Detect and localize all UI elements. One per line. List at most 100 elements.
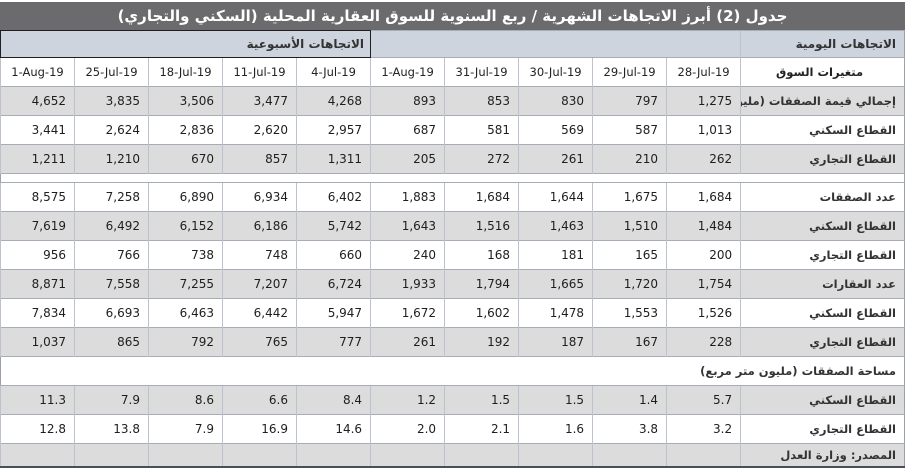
value-cell — [222, 443, 297, 467]
date-header-cell: 25-Jul-19 — [74, 57, 149, 87]
value-cell: 200 — [666, 240, 741, 270]
value-cell: 1,684 — [666, 182, 741, 212]
date-header-cell: 4-Jul-19 — [295, 57, 371, 87]
value-cell — [0, 443, 75, 467]
value-cell: 240 — [370, 240, 445, 270]
value-cell: 6,442 — [222, 298, 297, 328]
date-header-cell: 11-Jul-19 — [222, 57, 297, 87]
table-row: 1,037 865 792 765 777 261 192 187 167 228 القطاع ا… — [0, 327, 905, 357]
row-label: القطاع التجاري — [740, 414, 905, 444]
value-cell: 7.9 — [74, 385, 149, 415]
section-header-row: مساحة الصفقات (مليون متر مربع) — [0, 356, 905, 386]
value-cell: 1,526 — [666, 298, 741, 328]
value-cell: 2,836 — [148, 115, 223, 145]
value-cell: 6,152 — [148, 211, 223, 241]
market-variables-label: متغيرات السوق — [740, 57, 905, 87]
value-cell: 7,255 — [148, 269, 223, 299]
value-cell: 5,742 — [295, 211, 371, 241]
value-cell: 1,210 — [74, 144, 149, 174]
value-cell: 3,477 — [222, 86, 297, 116]
value-cell: 1,013 — [666, 115, 741, 145]
value-cell: 262 — [666, 144, 741, 174]
value-cell: 1,311 — [295, 144, 371, 174]
source-row: المصدر: وزارة العدل — [0, 443, 905, 467]
value-cell: 853 — [444, 86, 519, 116]
value-cell: 7,619 — [0, 211, 75, 241]
value-cell: 670 — [148, 144, 223, 174]
value-cell: 272 — [444, 144, 519, 174]
table-row: 7,834 6,693 6,463 6,442 5,947 1,672 1,602 1,478… — [0, 298, 905, 328]
value-cell: 1,720 — [592, 269, 667, 299]
value-cell: 187 — [518, 327, 593, 357]
table-row: 12.8 13.8 7.9 16.9 14.6 2.0 2.1 1.6 3.8 3.2 القطاع… — [0, 414, 905, 444]
value-cell — [74, 443, 149, 467]
date-header-cell: 30-Jul-19 — [518, 57, 593, 87]
value-cell: 16.9 — [222, 414, 297, 444]
value-cell: 1,665 — [518, 269, 593, 299]
value-cell: 167 — [592, 327, 667, 357]
value-cell: 1,684 — [444, 182, 519, 212]
value-cell: 6,463 — [148, 298, 223, 328]
value-cell: 1,510 — [592, 211, 667, 241]
value-cell: 2,624 — [74, 115, 149, 145]
value-cell: 12.8 — [0, 414, 75, 444]
value-cell: 5.7 — [666, 385, 741, 415]
row-label: عدد الصفقات — [740, 182, 905, 212]
value-cell: 181 — [518, 240, 593, 270]
value-cell: 1,794 — [444, 269, 519, 299]
table-row: 1,211 1,210 670 857 1,311 205 272 261 210 262 القط… — [0, 144, 905, 174]
value-cell: 857 — [222, 144, 297, 174]
value-cell: 6,186 — [222, 211, 297, 241]
value-cell: 6.6 — [222, 385, 297, 415]
value-cell: 792 — [148, 327, 223, 357]
value-cell: 1,037 — [0, 327, 75, 357]
value-cell — [370, 443, 445, 467]
value-cell: 6,724 — [295, 269, 371, 299]
row-label: القطاع السكني — [740, 385, 905, 415]
value-cell: 1,275 — [666, 86, 741, 116]
value-cell: 865 — [74, 327, 149, 357]
value-cell: 569 — [518, 115, 593, 145]
value-cell: 261 — [370, 327, 445, 357]
daily-trends-span — [370, 30, 741, 58]
daily-trends-header: الاتجاهات اليومية — [740, 30, 905, 58]
value-cell — [295, 443, 371, 467]
value-cell: 1,672 — [370, 298, 445, 328]
value-cell: 228 — [666, 327, 741, 357]
value-cell — [666, 443, 741, 467]
row-label: القطاع السكني — [740, 211, 905, 241]
table-row: 8,575 7,258 6,890 6,934 6,402 1,883 1,684 1,644… — [0, 182, 905, 212]
value-cell: 7,834 — [0, 298, 75, 328]
separator-row — [0, 173, 905, 183]
value-cell: 7.9 — [148, 414, 223, 444]
value-cell: 797 — [592, 86, 667, 116]
value-cell — [518, 443, 593, 467]
value-cell: 3,441 — [0, 115, 75, 145]
value-cell: 2.1 — [444, 414, 519, 444]
value-cell: 1,754 — [666, 269, 741, 299]
value-cell: 1.5 — [444, 385, 519, 415]
value-cell: 1,883 — [370, 182, 445, 212]
value-cell: 1,643 — [370, 211, 445, 241]
value-cell: 581 — [444, 115, 519, 145]
value-cell: 1,553 — [592, 298, 667, 328]
value-cell: 1,211 — [0, 144, 75, 174]
table-row: 8,871 7,558 7,255 7,207 6,724 1,933 1,794 1,665… — [0, 269, 905, 299]
date-header-cell: 29-Jul-19 — [592, 57, 667, 87]
value-cell: 687 — [370, 115, 445, 145]
date-header-cell: 28-Jul-19 — [666, 57, 741, 87]
value-cell: 1,478 — [518, 298, 593, 328]
value-cell: 1.4 — [592, 385, 667, 415]
value-cell: 893 — [370, 86, 445, 116]
separator-cell — [0, 173, 905, 183]
value-cell: 6,693 — [74, 298, 149, 328]
date-header-row: 1-Aug-19 25-Jul-19 18-Jul-19 11-Jul-19 4… — [0, 57, 905, 87]
value-cell: 1,644 — [518, 182, 593, 212]
value-cell: 5,947 — [295, 298, 371, 328]
value-cell: 11.3 — [0, 385, 75, 415]
value-cell: 6,890 — [148, 182, 223, 212]
market-trends-table: الاتجاهات الأسبوعية الاتجاهات اليومية 1-… — [0, 30, 905, 468]
value-cell: 8.6 — [148, 385, 223, 415]
value-cell: 1.6 — [518, 414, 593, 444]
value-cell: 766 — [74, 240, 149, 270]
